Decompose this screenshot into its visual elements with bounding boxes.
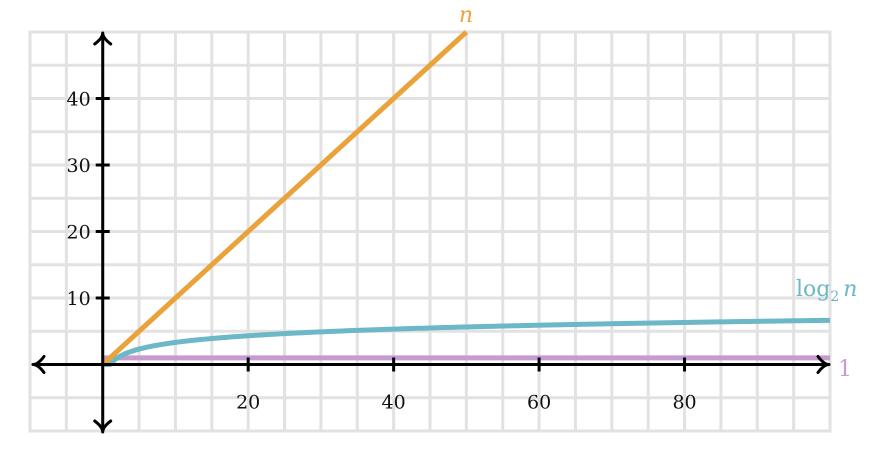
- y-tick-label: 20: [67, 222, 91, 244]
- series-line-log2-n: [102, 317, 831, 367]
- y-axis-arrow-down: [93, 419, 113, 434]
- x-tick-label: 60: [527, 392, 551, 414]
- ticks: 20 40 60 80 10 20 30 40: [67, 89, 697, 414]
- series-label-log2-n-var: n: [843, 277, 857, 302]
- x-tick-label: 40: [382, 392, 406, 414]
- series-label-log2-n: log2 n: [796, 277, 857, 305]
- series-label-log2-n-base: log: [796, 277, 830, 302]
- y-tick-label: 40: [67, 89, 91, 111]
- y-tick-label: 10: [67, 288, 91, 310]
- x-tick-label: 20: [236, 392, 260, 414]
- grid: [28, 30, 832, 433]
- x-axis-arrow-right: [816, 355, 831, 374]
- y-axis-arrow-up: [93, 31, 113, 46]
- series-label-1: 1: [838, 357, 852, 382]
- series-line-n: [101, 30, 469, 367]
- series-lines: [101, 30, 831, 367]
- series-label-log2-n-sub: 2: [830, 289, 839, 305]
- x-tick-label: 80: [672, 392, 696, 414]
- y-tick-label: 30: [67, 155, 91, 177]
- x-axis-arrow-left: [31, 355, 46, 374]
- series-label-n: n: [459, 3, 473, 28]
